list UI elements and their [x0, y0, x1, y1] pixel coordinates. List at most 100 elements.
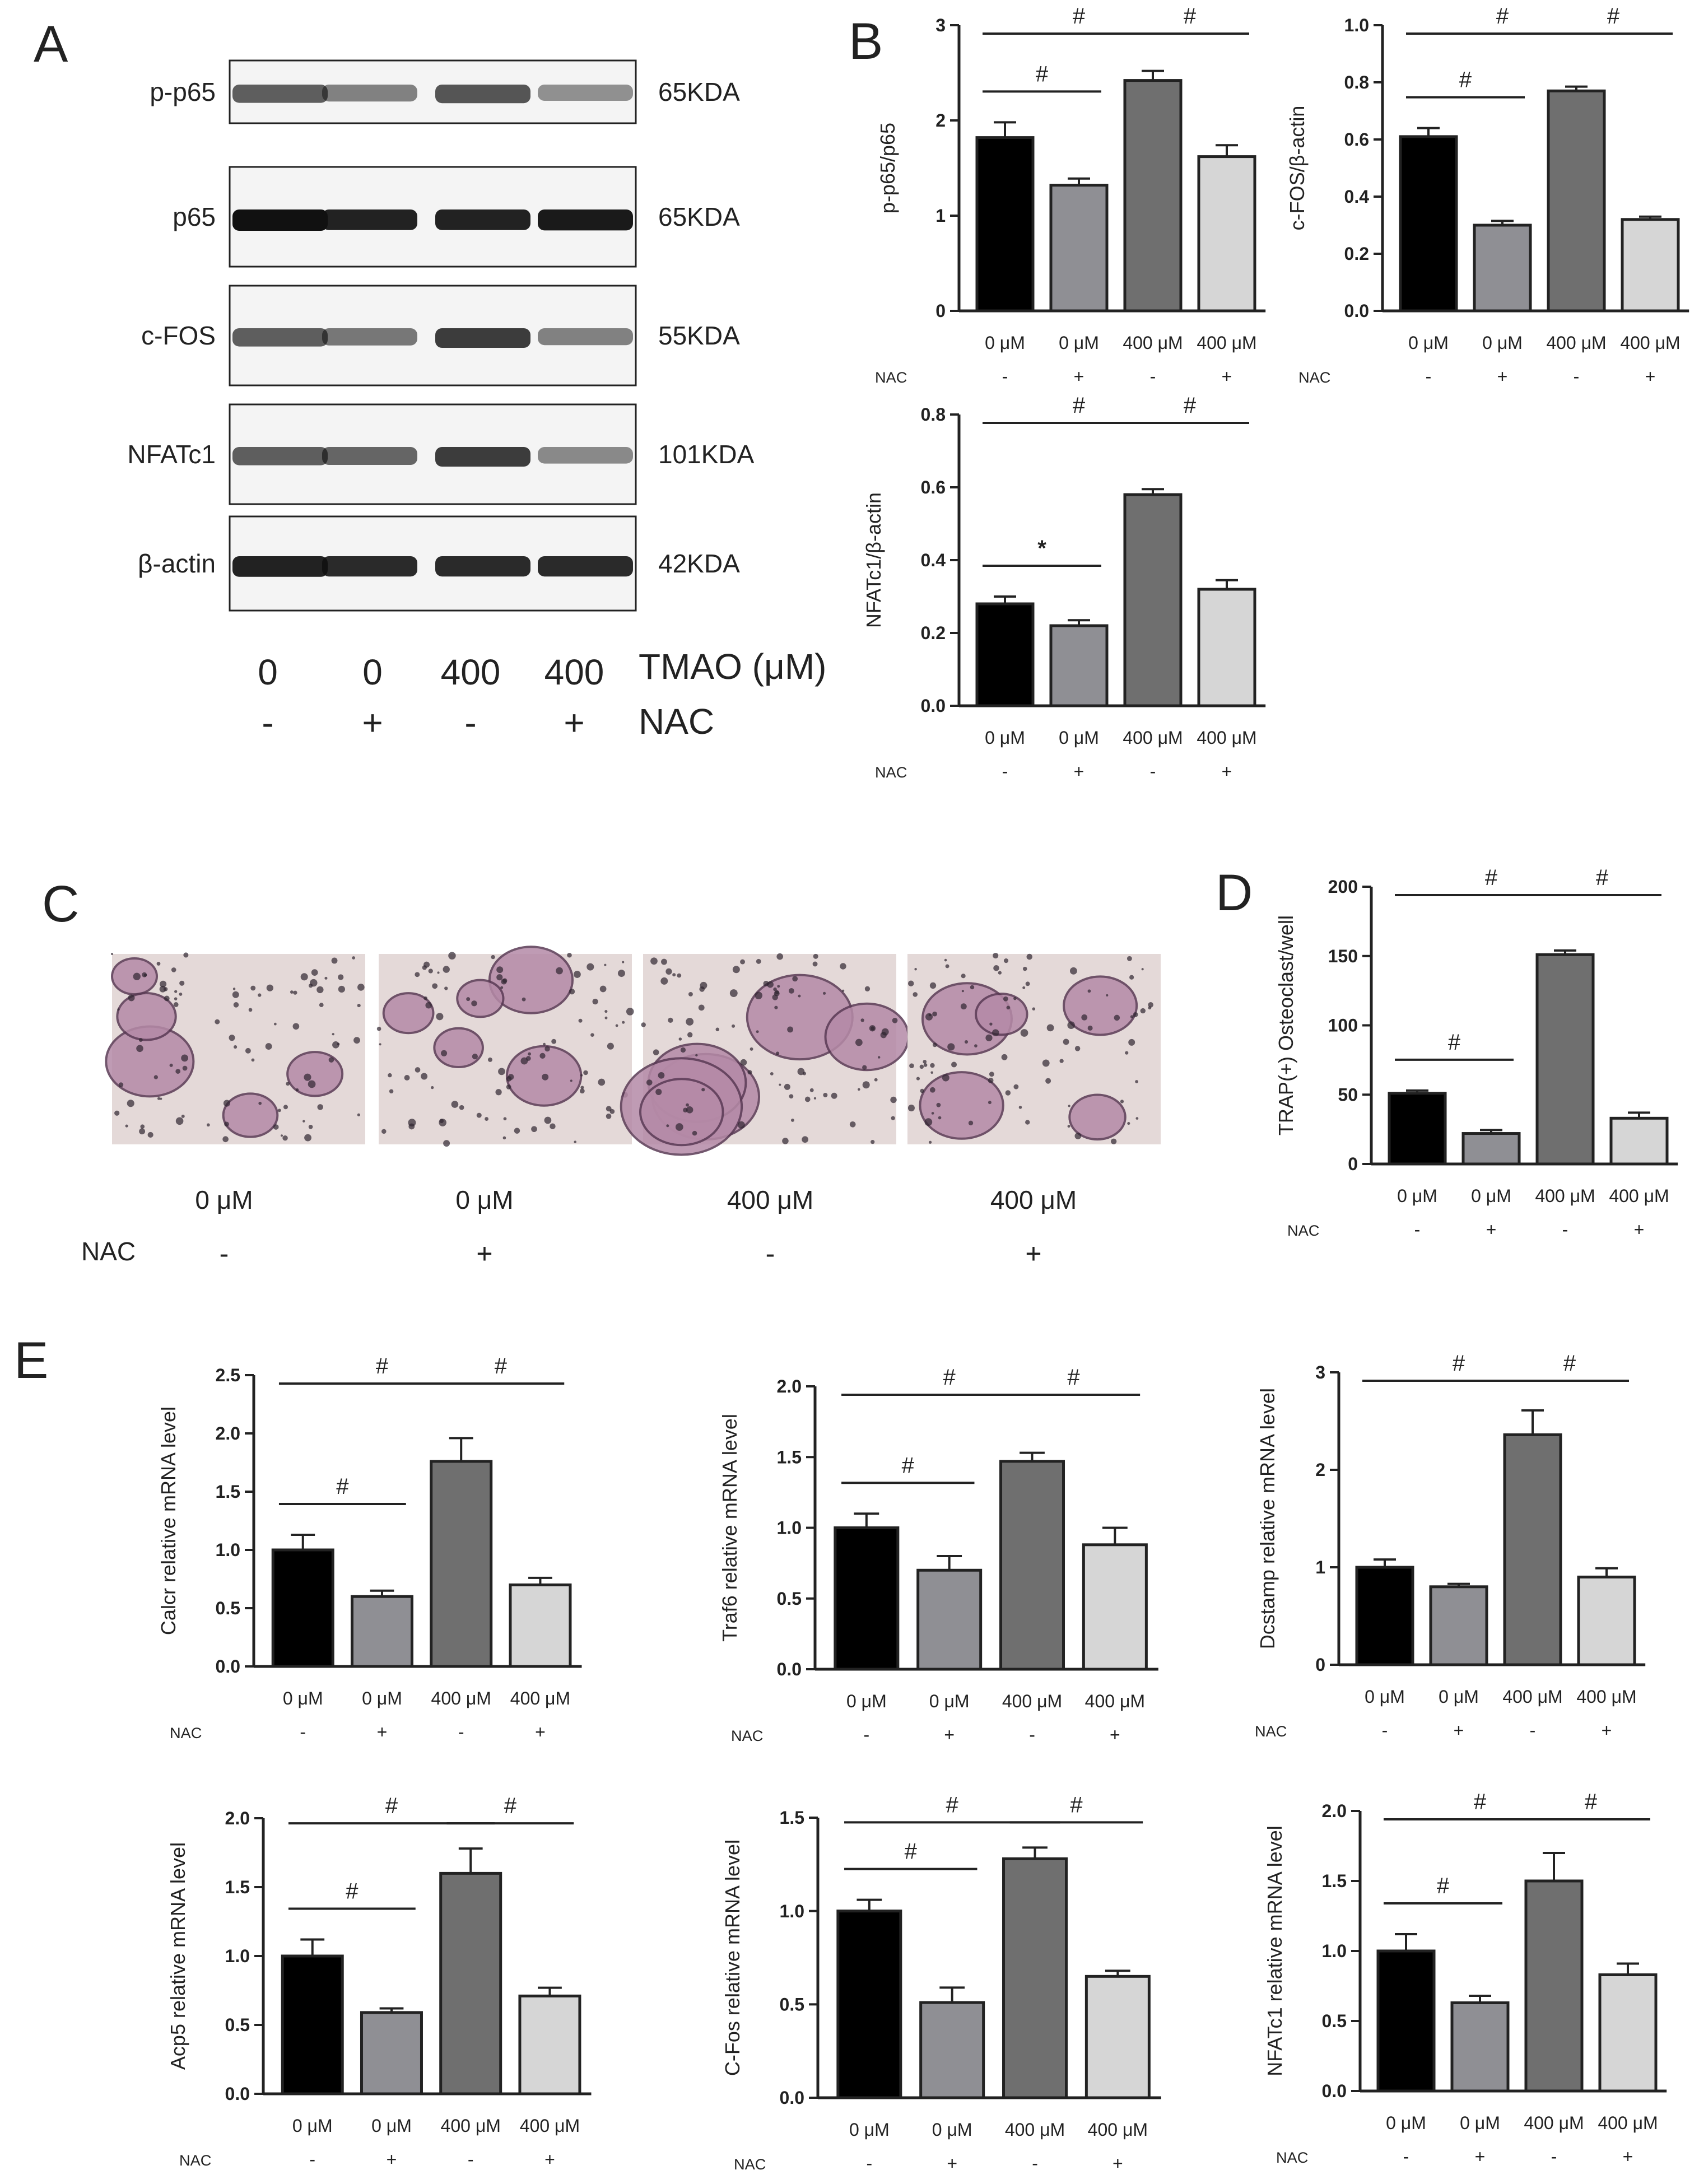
significance-mark: # — [1437, 1874, 1450, 1898]
stain-speck — [472, 1053, 478, 1060]
blot-protein-label: p65 — [173, 202, 216, 231]
stain-speck — [525, 1056, 531, 1061]
nac-sign: + — [377, 1722, 388, 1742]
category-label: 0 μM — [283, 1688, 323, 1708]
stain-speck — [431, 1086, 434, 1089]
stain-speck — [892, 1017, 898, 1023]
stain-speck — [692, 1130, 697, 1136]
stain-speck — [448, 952, 456, 960]
y-tick-label: 100 — [1328, 1016, 1358, 1036]
stain-speck — [672, 973, 676, 977]
y-tick-label: 200 — [1328, 877, 1358, 897]
stain-speck — [655, 1088, 662, 1095]
significance-mark: # — [1070, 1792, 1083, 1817]
stain-speck — [776, 1051, 780, 1055]
stain-speck — [317, 1104, 323, 1110]
category-label: 400 μM — [1535, 1186, 1595, 1206]
stain-speck — [960, 1003, 967, 1010]
y-tick-label: 0.0 — [780, 2088, 804, 2108]
category-label: 0 μM — [1482, 333, 1523, 353]
significance-mark: # — [1585, 1790, 1598, 1814]
stain-speck — [169, 1063, 173, 1067]
osteoclast-cell — [222, 1092, 279, 1138]
y-tick-label: 3 — [1315, 1362, 1325, 1382]
category-label: 0 μM — [932, 2120, 972, 2140]
category-label: 400 μM — [1088, 2120, 1148, 2140]
stain-speck — [668, 1017, 673, 1023]
y-tick-label: 0.0 — [921, 696, 946, 716]
blot-band — [435, 447, 530, 467]
bar — [1355, 1566, 1414, 1666]
bar-charts: 0 1 2 3 p-p65/p65 0 μM - 0 μM +400 μM - 400 μM + NAC… — [157, 4, 1689, 2173]
stain-speck — [425, 1002, 432, 1009]
stain-speck — [789, 1094, 794, 1099]
stain-speck — [277, 1109, 281, 1112]
stain-speck — [992, 1029, 999, 1036]
stain-speck — [929, 982, 937, 989]
stain-speck — [701, 1088, 705, 1092]
blot-band — [435, 556, 530, 577]
blot-tmao-value: 0 — [362, 652, 383, 692]
stain-speck — [1042, 1059, 1050, 1067]
nac-label: NAC — [875, 369, 907, 386]
nac-sign: - — [1382, 1720, 1388, 1740]
stain-speck — [938, 1116, 942, 1120]
y-tick-label: 0.0 — [225, 2084, 250, 2104]
y-tick-label: 50 — [1338, 1084, 1358, 1105]
blot-band — [538, 447, 633, 464]
significance-mark: # — [1067, 1365, 1080, 1390]
stain-speck — [324, 976, 328, 980]
category-label: 400 μM — [510, 1688, 570, 1708]
bar — [1609, 1116, 1669, 1166]
stain-speck — [404, 1075, 410, 1081]
stain-speck — [1081, 1014, 1088, 1021]
bar — [1084, 1975, 1151, 2099]
blot-band — [435, 328, 530, 348]
stain-speck — [932, 1011, 937, 1017]
stain-speck — [182, 1065, 188, 1071]
category-label: 0 μM — [1059, 728, 1099, 748]
panel-letter-e: E — [14, 1332, 48, 1389]
stain-speck — [495, 1089, 502, 1096]
nac-sign: - — [1426, 366, 1432, 386]
stain-speck — [1026, 953, 1033, 960]
stain-speck — [175, 1117, 184, 1125]
blot-protein-label: β-actin — [138, 549, 216, 578]
stain-speck — [798, 994, 801, 998]
stain-speck — [357, 984, 365, 991]
stain-speck — [862, 1081, 870, 1089]
stain-speck — [607, 1042, 614, 1050]
y-tick-label: 1.0 — [225, 1946, 250, 1966]
category-label: 400 μM — [1123, 728, 1183, 748]
nac-sign: - — [864, 1725, 870, 1745]
bar — [1197, 155, 1256, 313]
blot-band — [435, 85, 530, 104]
blot-band — [232, 209, 328, 231]
bar — [1577, 1575, 1636, 1666]
stain-speck — [641, 1022, 646, 1027]
stain-speck — [862, 1065, 867, 1070]
nac-sign: - — [1002, 761, 1008, 781]
stain-speck — [1128, 1039, 1135, 1046]
y-tick-label: 0.8 — [1344, 72, 1369, 92]
blot-nac-sign: - — [262, 702, 273, 743]
stain-speck — [338, 974, 344, 980]
stain-speck — [932, 1042, 937, 1047]
stain-speck — [506, 1084, 511, 1089]
stain-speck — [683, 1107, 688, 1113]
stain-speck — [586, 963, 594, 971]
nac-sign: + — [944, 1725, 955, 1745]
stain-speck — [233, 1002, 239, 1008]
bar — [1503, 1433, 1562, 1666]
stain-speck — [332, 1033, 334, 1036]
stain-speck — [302, 1120, 305, 1123]
stain-speck — [1032, 1007, 1036, 1010]
stain-speck — [206, 1123, 210, 1127]
stain-speck — [970, 985, 975, 990]
stain-speck — [802, 1072, 807, 1075]
significance-mark: # — [495, 1354, 508, 1379]
bar — [1002, 1857, 1068, 2099]
stain-concentration-label: 0 μM — [455, 1185, 513, 1214]
stain-speck — [290, 990, 294, 994]
